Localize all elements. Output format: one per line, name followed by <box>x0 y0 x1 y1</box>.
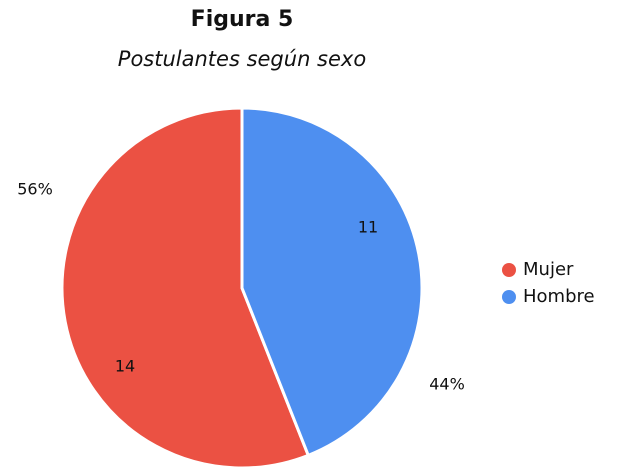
pie-slice <box>240 106 424 458</box>
legend-swatch <box>502 263 516 277</box>
slice-value-label: 11 <box>358 218 378 237</box>
slice-percent-label: 44% <box>429 375 465 394</box>
chart-subtitle: Postulantes según sexo <box>118 47 366 71</box>
slice-percent-label: 56% <box>17 180 53 199</box>
legend-label: Hombre <box>523 286 595 307</box>
chart-title: Figura 5 <box>191 7 294 32</box>
legend-swatch <box>502 290 516 304</box>
legend-label: Mujer <box>523 259 574 280</box>
pie-slice <box>60 106 311 468</box>
slice-value-label: 14 <box>115 357 135 376</box>
